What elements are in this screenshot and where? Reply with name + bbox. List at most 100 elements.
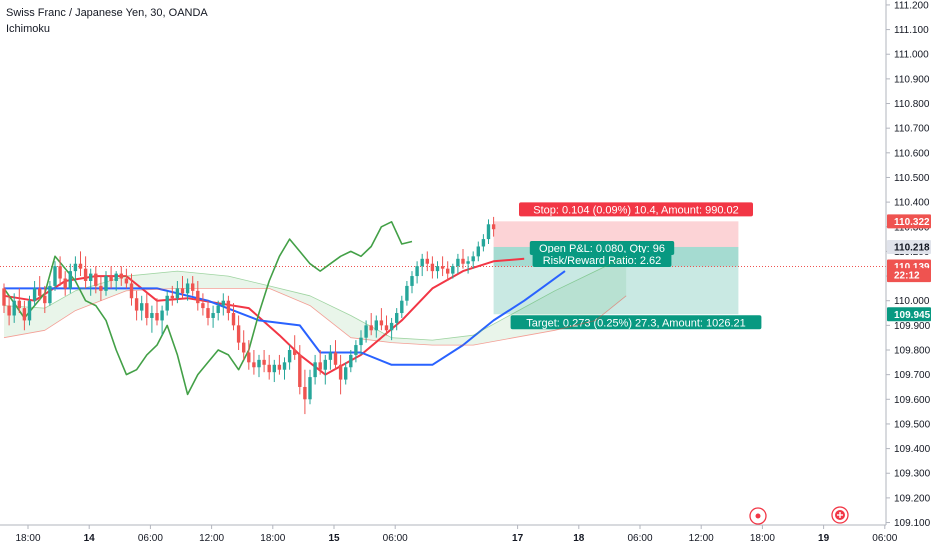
cloud-segment [498,318,504,341]
price-tag-label: 110.218 [894,242,930,253]
candle [354,340,358,363]
target-label-text: Target: 0.273 (0.25%) 27.3, Amount: 1026… [526,317,746,329]
price-tick-label: 111.000 [894,50,929,61]
candle [22,300,27,331]
economic-event-icon[interactable] [831,506,849,524]
price-scale[interactable]: 111.200 111.100 111.000 110.900 110.800 110.7… [885,0,932,550]
cloud-segment [49,302,55,327]
candle-body [491,224,496,230]
time-tick-label: 18:00 [15,533,40,544]
candle [114,271,118,291]
cloud-segment [605,263,611,313]
cloud-segment [238,278,244,289]
candle [247,340,251,370]
cloud-segment [391,337,397,343]
candle [491,216,496,237]
price-tick-label: 110.400 [894,198,930,209]
candle [395,308,399,331]
stop-label[interactable]: Stop: 0.104 (0.09%) 10.4, Amount: 990.02 [519,202,753,217]
cloud-segment [141,274,147,291]
short-position-tool[interactable]: Stop: 0.104 (0.09%) 10.4, Amount: 990.02… [0,202,886,330]
time-tick-label: 06:00 [872,533,897,544]
candle-body [180,288,185,294]
symbol-title[interactable]: Swiss Franc / Japanese Yen, 30, OANDA [6,7,208,19]
candle [43,285,47,314]
candle-body [262,359,266,365]
cloud-segment [197,273,203,289]
cloud-segment [478,329,484,345]
candle [180,276,185,299]
line-chikou [3,221,413,396]
cloud-segment [70,290,76,314]
candle-body [369,325,373,331]
candle [109,266,113,289]
pnl-label[interactable]: Open P&L: 0.080, Qty: 96 [529,240,675,255]
candle [68,263,72,294]
candle-body [415,266,419,277]
candle-body [389,322,394,331]
candle [89,268,93,296]
cloud-segment [228,276,234,289]
price-tag: 110.218 [887,239,931,254]
economic-event-icon[interactable] [749,507,767,525]
cloud-segment [223,275,229,289]
risk-reward-label[interactable]: Risk/Reward Ratio: 2.62 [532,252,672,267]
candle-body [221,300,225,306]
price-tag-label: 110.322 [894,217,930,228]
price-tag-label: 109.945 [894,310,931,321]
candle-body [354,345,358,355]
candle-body [435,266,440,272]
candle-body [272,364,276,373]
candle [430,256,435,279]
price-tick-label: 110.000 [894,296,930,307]
candle [252,350,256,375]
cloud-segment [585,273,591,323]
price-tick-label: 109.800 [894,346,931,357]
time-tick-label: 18 [573,533,585,544]
candle-body [379,320,384,326]
cloud-segment [580,276,586,325]
candle [384,315,389,336]
candle-body [333,352,338,365]
event-markers[interactable] [749,506,849,525]
cloud-segment [412,338,418,345]
time-tick-label: 12:00 [689,533,714,544]
candle-body [89,273,93,281]
candle-body [150,313,154,318]
cloud-segment [233,277,239,289]
price-tag: 22:12 [887,268,931,283]
candle-body [155,313,159,321]
candle-body [32,288,37,301]
cloud-segment [325,303,331,322]
risk-reward-label-text: Risk/Reward Ratio: 2.62 [543,255,662,267]
candle [272,359,276,383]
price-tick-label: 110.700 [894,124,930,135]
time-tick-label: 06:00 [627,533,652,544]
candle [298,345,302,395]
candle [129,273,134,306]
candle [17,288,21,314]
indicator-name[interactable]: Ichimoku [6,23,51,35]
cloud-segment [218,275,224,289]
candle [349,350,353,373]
candle-body [328,352,333,360]
cloud-segment [248,280,254,289]
candlesticks [2,216,496,415]
cloud-segment [162,272,168,290]
candle-body [456,258,460,267]
candle [140,295,144,321]
candle-body [344,367,348,380]
candle [226,295,231,321]
candle-body [231,313,236,326]
time-scale[interactable]: 18:00 14 06:00 12:00 18:00 15 06:00 17 18 06:00 12… [0,524,898,550]
candle-body [461,258,465,264]
candle [486,219,491,245]
candle [83,256,88,289]
candle [476,241,480,262]
candle [293,335,297,360]
target-label[interactable]: Target: 0.273 (0.25%) 27.3, Amount: 1026… [510,315,762,330]
candle [221,293,225,316]
price-tick-label: 110.600 [894,148,930,159]
time-tick-label: 12:00 [199,533,224,544]
